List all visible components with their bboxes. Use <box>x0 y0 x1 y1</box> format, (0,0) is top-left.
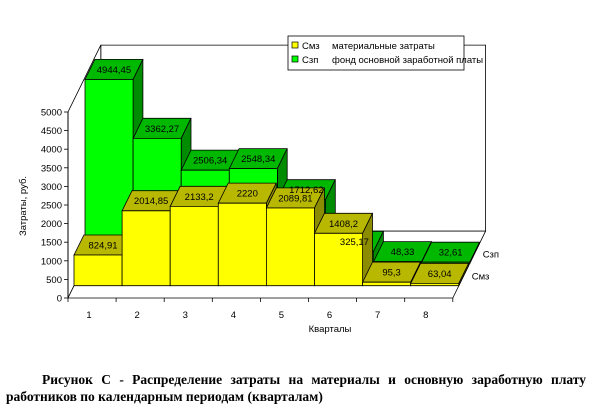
y-tick-3000: 3000 <box>41 182 62 193</box>
data-label-szp-4: 2548,34 <box>241 154 275 165</box>
y-axis-title: Затраты, руб. <box>18 176 29 236</box>
y-tick-500: 500 <box>46 275 62 286</box>
figure-caption-line-1: Рисунок С - Распределение затраты на мат… <box>42 372 586 387</box>
series-axis-label-szp: Сзп <box>483 249 499 260</box>
y-tick-4500: 4500 <box>41 126 62 137</box>
bar-smz-7 <box>361 261 422 287</box>
data-label-smz-7: 95,3 <box>382 268 401 279</box>
x-tick-1: 1 <box>86 310 91 321</box>
chart-bars: 4944,45 3362,27 2506,34 2548,34 1712,62 325,1… <box>73 59 481 287</box>
y-tick-1500: 1500 <box>41 238 62 249</box>
x-axis-title: Кварталы <box>309 324 352 335</box>
legend-swatch-smz <box>291 41 299 49</box>
data-label-smz-5: 2089,81 <box>278 193 312 204</box>
data-label-szp-5: 1712,62 <box>289 185 323 196</box>
chart-legend: Смз материальные затраты Сзп фонд основной … <box>287 35 483 71</box>
figure-caption-line-2: работников по календарным периодам (квар… <box>6 389 323 404</box>
data-label-szp-2: 3362,27 <box>145 124 179 135</box>
data-label-smz-1: 824,91 <box>88 241 117 252</box>
legend-box <box>287 35 465 71</box>
bar-chart-3d: 4944,45 3362,27 2506,34 2548,34 1712,62 325,1… <box>18 35 499 336</box>
x-tick-5: 5 <box>279 310 284 321</box>
data-label-szp-3: 2506,34 <box>193 156 227 167</box>
data-label-smz-4: 2220 <box>237 189 258 200</box>
y-tick-5000: 5000 <box>41 108 62 119</box>
x-tick-6: 6 <box>327 310 332 321</box>
legend-swatch-szp <box>291 55 299 63</box>
y-tick-2500: 2500 <box>41 201 62 212</box>
legend-series-name-szp: Сзп <box>302 55 318 66</box>
x-tick-7: 7 <box>375 310 380 321</box>
data-label-smz-3: 2133,2 <box>185 192 214 203</box>
series-axis-label-smz: Смз <box>472 272 490 283</box>
x-tick-3: 3 <box>183 310 188 321</box>
y-tick-4000: 4000 <box>41 145 62 156</box>
legend-series-text-szp: фонд основной заработной платы <box>332 55 483 66</box>
y-tick-1000: 1000 <box>41 256 62 267</box>
y-tick-0: 0 <box>57 294 62 305</box>
data-label-szp-1: 4944,45 <box>97 65 131 76</box>
bar-smz-8 <box>410 262 470 287</box>
y-tick-3500: 3500 <box>41 163 62 174</box>
x-tick-2: 2 <box>135 310 140 321</box>
data-label-szp-7: 48,33 <box>391 247 415 258</box>
y-tick-2000: 2000 <box>41 219 62 230</box>
x-tick-8: 8 <box>423 310 428 321</box>
bar-szp-8 <box>421 241 481 264</box>
data-label-smz-2: 2014,85 <box>134 196 168 207</box>
legend-series-text-smz: материальные затраты <box>332 41 435 52</box>
data-label-smz-6: 1408,2 <box>329 219 358 230</box>
data-label-szp-8: 32,61 <box>439 248 463 259</box>
data-label-szp-6: 325,17 <box>340 237 369 248</box>
data-label-smz-8: 63,04 <box>428 269 452 280</box>
chart-axes: 0 500 1000 1500 2000 2500 3000 3500 4000 4500 5000… <box>18 108 499 336</box>
legend-series-name-smz: Смз <box>302 41 320 52</box>
x-tick-4: 4 <box>231 310 236 321</box>
